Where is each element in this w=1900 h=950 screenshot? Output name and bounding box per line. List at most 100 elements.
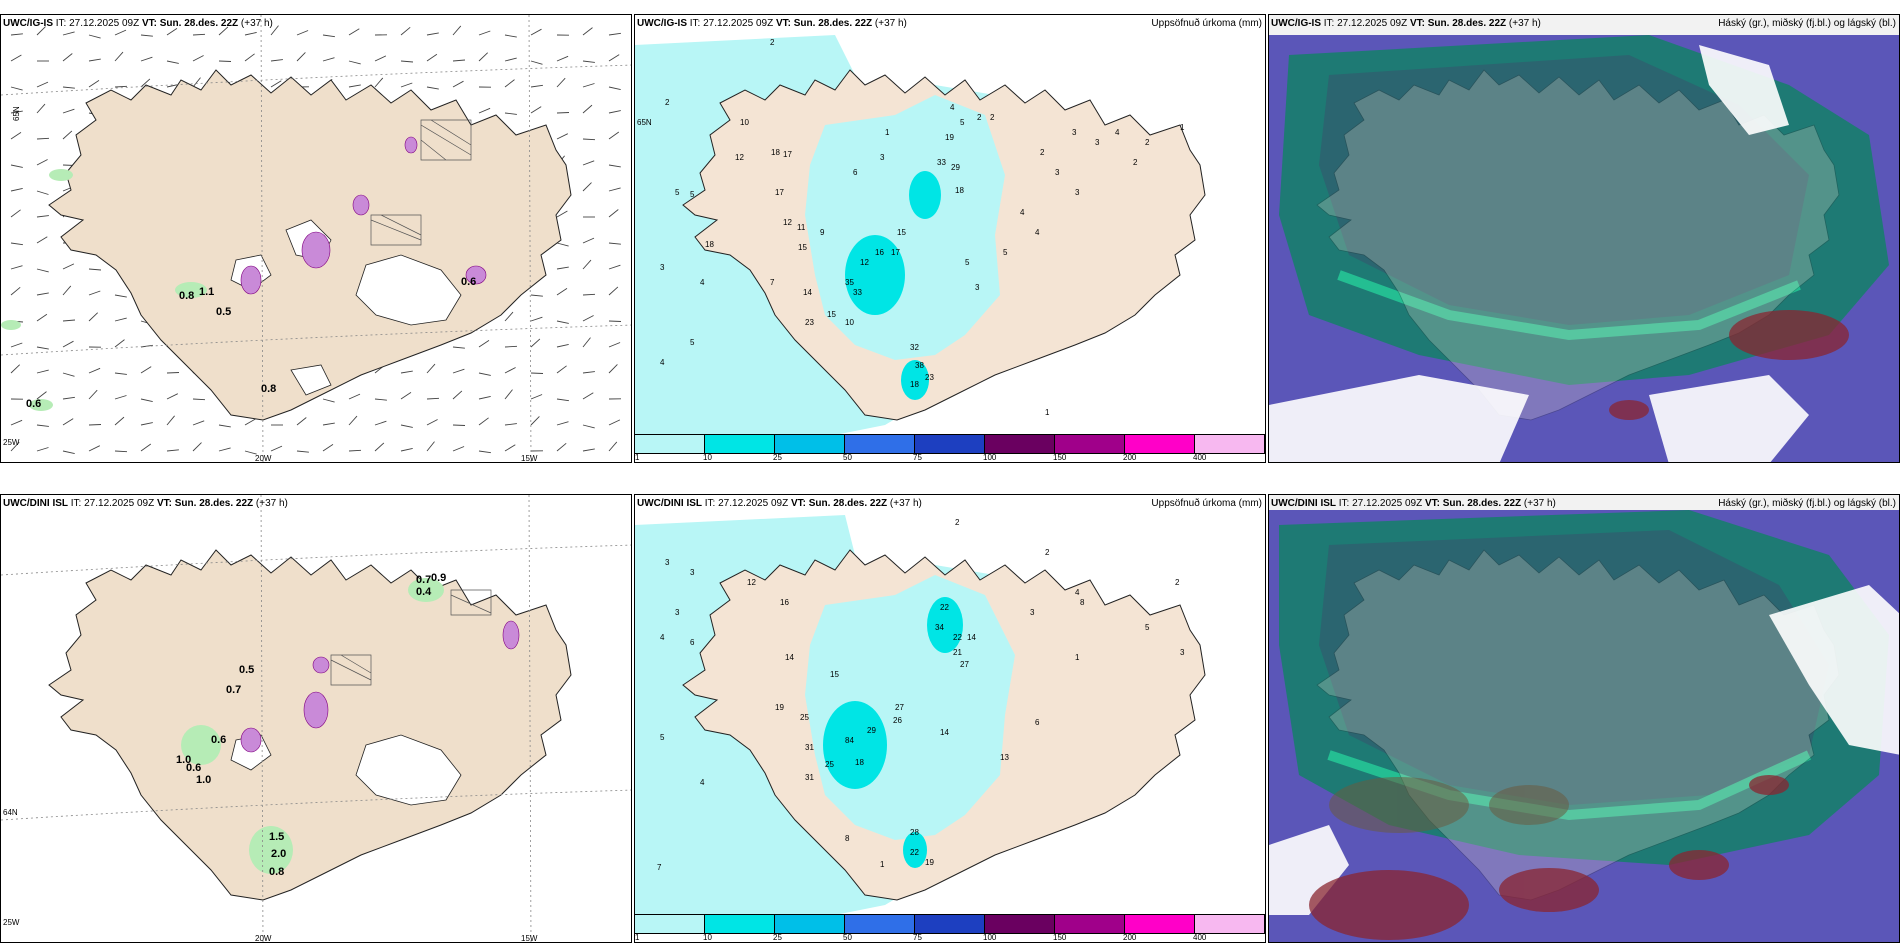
colorbar-segment xyxy=(1125,915,1195,933)
precip-colorbar: 1 10 25 50 75 100 150 200 400 xyxy=(635,914,1265,942)
svg-text:4: 4 xyxy=(1035,228,1040,237)
colorbar-segment xyxy=(635,435,705,453)
wind-barb xyxy=(582,337,591,348)
wind-barb xyxy=(348,415,358,426)
wind-barb xyxy=(88,268,102,271)
wind-barb xyxy=(218,447,231,452)
svg-text:7: 7 xyxy=(657,863,662,872)
wind-barb xyxy=(166,60,179,64)
colorbar-segment xyxy=(915,915,985,933)
precip-panel-top[interactable]: 2 2 5 5 3 4 5 4 10 12 18 17 12 11 18 17 … xyxy=(634,14,1266,463)
svg-text:1: 1 xyxy=(1045,408,1050,417)
wind-barb xyxy=(608,320,622,322)
colorbar-segment xyxy=(845,915,915,933)
svg-text:33: 33 xyxy=(853,288,862,297)
colorbar-segment xyxy=(775,435,845,453)
wind-barb xyxy=(114,29,127,36)
wind-barb xyxy=(114,450,128,453)
wind-barb xyxy=(582,293,596,296)
colorbar-segment xyxy=(775,915,845,933)
wind-barb xyxy=(374,55,387,62)
colorbar-tick: 400 xyxy=(1193,453,1207,462)
svg-text:1.5: 1.5 xyxy=(269,831,284,843)
wind-panel-bottom[interactable]: 0.5 0.7 0.6 1.0 0.6 1.0 0.7 0.9 0.4 1.5 … xyxy=(0,494,632,943)
wind-barb xyxy=(140,366,152,374)
wind-barb xyxy=(608,242,621,245)
svg-text:2: 2 xyxy=(990,113,995,122)
wind-barb xyxy=(608,54,620,62)
wind-barb xyxy=(244,31,257,36)
svg-text:8: 8 xyxy=(845,834,850,843)
wind-barb xyxy=(192,420,205,426)
wind-barb xyxy=(478,372,491,376)
precip-values: 3 3 3 4 6 12 16 14 19 25 15 31 31 25 18 … xyxy=(657,518,1185,927)
wind-barb xyxy=(36,268,49,273)
svg-text:2: 2 xyxy=(770,38,775,47)
wind-barb xyxy=(36,137,50,140)
svg-text:0.9: 0.9 xyxy=(431,572,446,584)
wind-barb xyxy=(452,390,463,400)
wind-barb xyxy=(62,53,73,62)
wind-barb xyxy=(530,28,542,36)
svg-text:2.0: 2.0 xyxy=(271,848,286,860)
wind-barb xyxy=(374,442,385,452)
wind-barb xyxy=(556,242,569,247)
lat-label: 64N xyxy=(3,808,18,817)
svg-text:4: 4 xyxy=(1020,208,1025,217)
green-patches xyxy=(1,169,207,411)
cloud-panel-bottom[interactable]: UWC/DINI ISL IT: 27.12.2025 09Z VT: Sun.… xyxy=(1268,494,1900,943)
wind-barb xyxy=(10,110,23,114)
wind-barb xyxy=(62,372,75,377)
wind-barb xyxy=(504,444,516,452)
wind-barb xyxy=(36,447,49,452)
wind-barb xyxy=(244,53,255,62)
wind-barb xyxy=(62,31,75,36)
wind-barb xyxy=(10,419,23,426)
hatch-areas xyxy=(330,589,492,686)
wind-barb xyxy=(608,364,618,374)
panel-header: UWC/IG-IS IT: 27.12.2025 09Z VT: Sun. 28… xyxy=(1271,18,1541,29)
wind-barb xyxy=(582,237,595,244)
wind-barb xyxy=(556,343,569,348)
lon-label: 20W xyxy=(255,934,272,943)
svg-text:0.5: 0.5 xyxy=(216,306,231,318)
wind-barb xyxy=(478,107,491,114)
precip-cores xyxy=(845,171,941,400)
svg-text:2: 2 xyxy=(1045,548,1050,557)
wind-barb xyxy=(88,58,101,62)
svg-text:10: 10 xyxy=(740,118,749,127)
svg-text:0.8: 0.8 xyxy=(261,383,276,395)
colorbar-tick: 150 xyxy=(1053,933,1067,942)
wind-barb xyxy=(374,398,387,401)
colorbar-tick: 1 xyxy=(635,453,640,462)
svg-text:4: 4 xyxy=(660,633,665,642)
wind-barb xyxy=(296,417,307,426)
svg-text:18: 18 xyxy=(705,240,714,249)
wind-barb xyxy=(582,104,593,114)
wind-barb xyxy=(608,110,621,114)
hatch-areas xyxy=(370,119,472,246)
svg-text:4: 4 xyxy=(950,103,955,112)
wind-barb xyxy=(530,294,543,297)
cloud-panel-top[interactable]: UWC/IG-IS IT: 27.12.2025 09Z VT: Sun. 28… xyxy=(1268,14,1900,463)
svg-text:17: 17 xyxy=(891,248,900,257)
wind-barb xyxy=(62,418,74,426)
precip-panel-bottom[interactable]: 3 3 3 4 6 12 16 14 19 25 15 31 31 25 18 … xyxy=(634,494,1266,943)
wind-barb xyxy=(608,209,619,218)
svg-text:1: 1 xyxy=(885,128,890,137)
wind-barb xyxy=(608,187,621,192)
svg-text:23: 23 xyxy=(925,373,934,382)
wind-barb xyxy=(36,292,49,296)
wind-barb xyxy=(530,316,543,322)
wind-barb xyxy=(218,424,231,428)
wind-barb xyxy=(556,421,569,426)
wind-barb xyxy=(556,288,568,296)
wind-panel-top[interactable]: 0.8 1.1 0.5 0.8 0.6 0.6 20W 15W 65N 25W … xyxy=(0,14,632,463)
wind-barb xyxy=(62,450,75,455)
wind-barb xyxy=(10,342,23,348)
wind-barb xyxy=(608,342,621,348)
svg-text:4: 4 xyxy=(700,278,705,287)
map-canvas: 0.8 1.1 0.5 0.8 0.6 0.6 20W 15W 65N 25W xyxy=(1,15,631,462)
wind-barb xyxy=(88,389,98,400)
wind-barb xyxy=(62,108,75,114)
